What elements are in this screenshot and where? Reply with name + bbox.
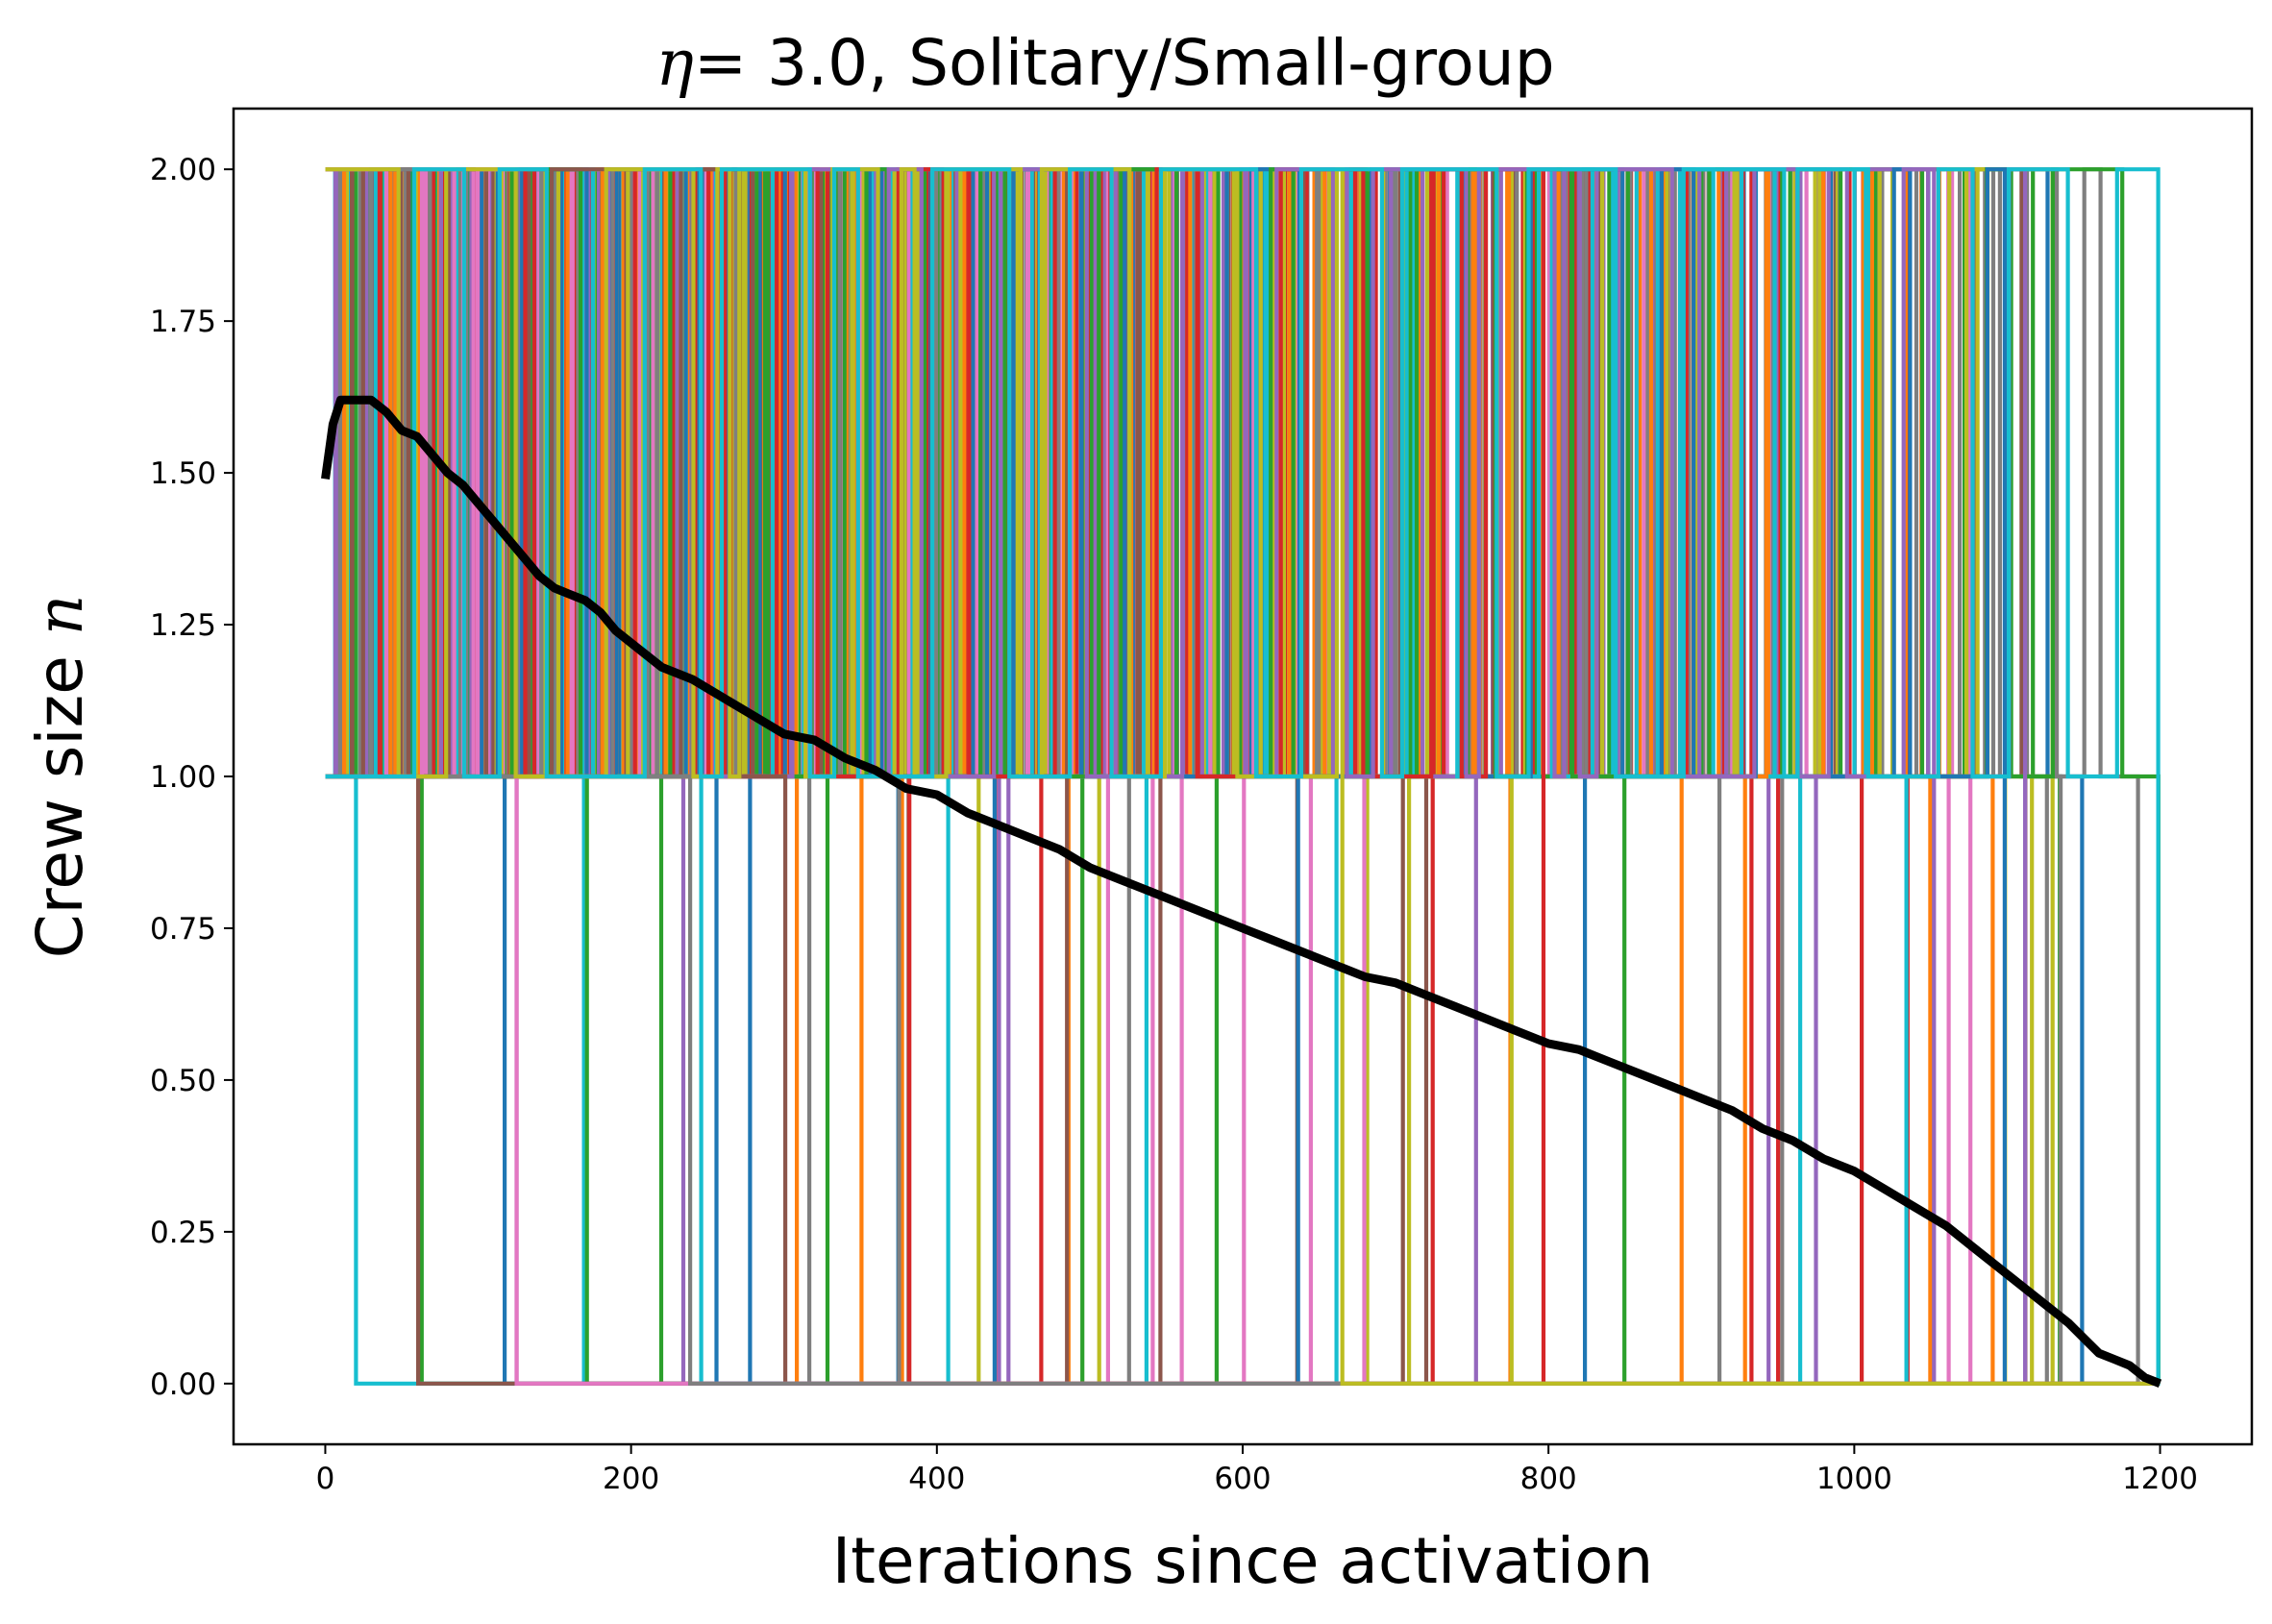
y-tick-label: 1.50	[150, 456, 216, 491]
mean-trajectory-group	[321, 395, 2162, 1388]
y-tick-label: 2.00	[150, 153, 216, 187]
y-tick-label: 0.75	[150, 912, 216, 947]
x-tick-label: 200	[603, 1462, 659, 1496]
y-tick-label: 0.50	[150, 1064, 216, 1098]
y-axis-label: Crew size n	[23, 595, 97, 959]
trajectory-line	[325, 167, 2161, 1386]
y-tick-label: 1.75	[150, 305, 216, 339]
y-axis-label-symbol: n	[23, 595, 97, 636]
mean-trajectory-line	[321, 395, 2162, 1388]
x-tick-label: 600	[1214, 1462, 1271, 1496]
x-tick-label: 1200	[2122, 1462, 2198, 1496]
title-symbol: η	[655, 26, 694, 100]
y-axis-label-text: Crew size	[23, 635, 97, 958]
x-tick-label: 0	[316, 1462, 335, 1496]
y-tick-label: 0.25	[150, 1216, 216, 1250]
y-axis-ticks: 0.00 0.25 0.50 0.75 1.00 1.25 1.50 1.75 2.00	[150, 153, 234, 1402]
x-axis-label: Iterations since activation	[832, 1524, 1654, 1598]
y-tick-label: 1.00	[150, 760, 216, 795]
y-tick-label: 1.25	[150, 608, 216, 643]
x-axis-ticks: 0 200 400 600 800 1000 1200	[316, 1444, 2198, 1496]
y-tick-label: 0.00	[150, 1367, 216, 1402]
trajectory-line	[325, 167, 2161, 1386]
trajectory-line	[325, 167, 2161, 1386]
title-text: = 3.0, Solitary/Small-group	[694, 26, 1555, 100]
chart-title: η= 3.0, Solitary/Small-group	[655, 26, 1554, 100]
x-tick-label: 400	[908, 1462, 965, 1496]
x-tick-label: 800	[1520, 1462, 1577, 1496]
individual-trajectories	[325, 167, 2161, 1386]
x-tick-label: 1000	[1816, 1462, 1892, 1496]
